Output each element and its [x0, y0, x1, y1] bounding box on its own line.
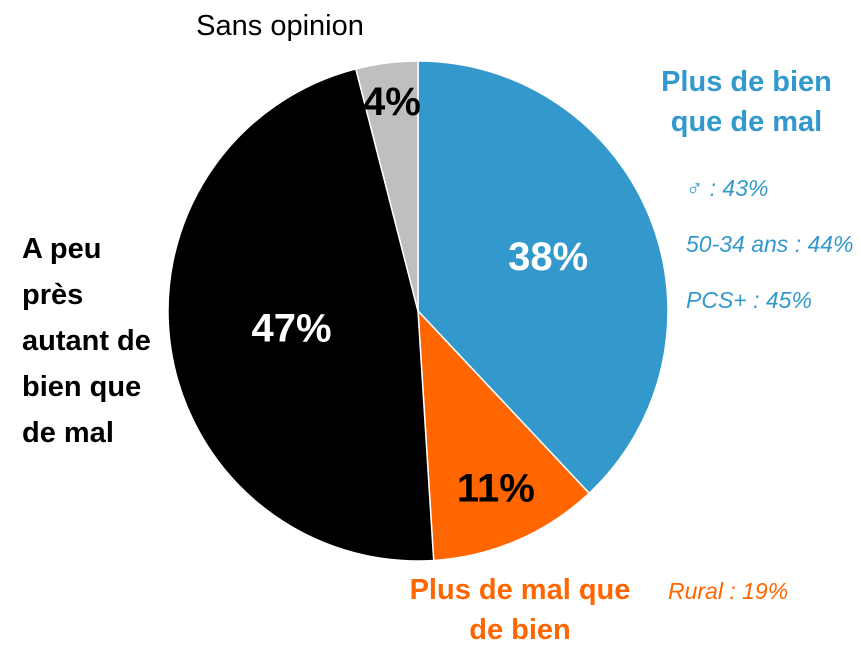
annotation: PCS+ : 45% [686, 287, 812, 313]
value-label: 47% [252, 307, 332, 351]
slice [354, 60, 419, 312]
annotation-group: ♂ : 43% 50-34 ans : 44% PCS+ : 45% [686, 170, 856, 338]
annotation: ♂ : 43% [686, 175, 769, 201]
slice [417, 308, 591, 562]
category-label: A peu près autant de bien que de mal [22, 233, 151, 449]
category-label: Plus de bien que de mal [661, 66, 832, 138]
annotation: 50-34 ans : 44% [686, 231, 854, 257]
category-label: Sans opinion [196, 10, 364, 42]
slice [417, 60, 669, 495]
value-label: 38% [508, 235, 588, 279]
value-label: 4% [363, 80, 421, 124]
slice [167, 67, 435, 562]
annotation-group: Rural : 19% [668, 573, 858, 629]
category-label: Plus de mal que de bien [409, 574, 631, 646]
value-label: 11% [457, 466, 535, 510]
annotation: Rural : 19% [668, 578, 789, 604]
